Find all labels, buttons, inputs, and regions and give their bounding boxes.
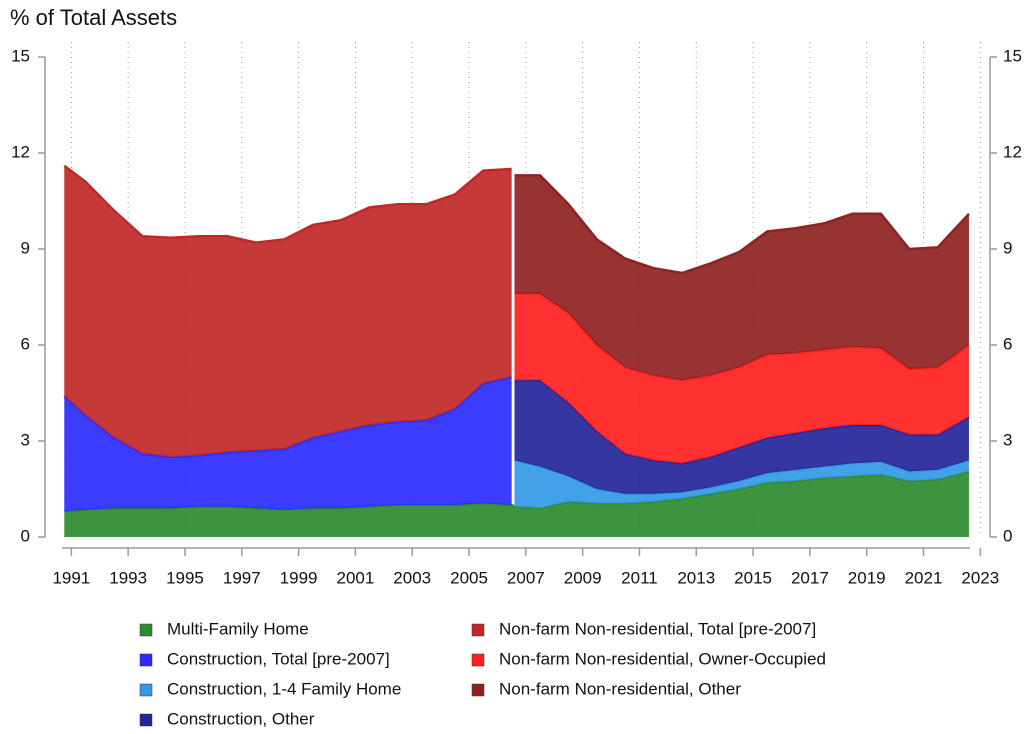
y-tick-label: 3 xyxy=(1003,430,1012,449)
x-tick-label: 1999 xyxy=(280,568,318,587)
x-tick-label: 2001 xyxy=(336,568,374,587)
area xyxy=(514,175,969,381)
legend-swatch xyxy=(471,623,485,637)
area xyxy=(64,377,512,512)
legend-label: Construction, Total [pre-2007] xyxy=(167,649,390,668)
area xyxy=(514,460,969,509)
y-tick-label: 12 xyxy=(1003,142,1022,161)
x-tick-label: 2003 xyxy=(393,568,431,587)
x-tick-label: 1997 xyxy=(223,568,261,587)
chart-title: % of Total Assets xyxy=(10,5,177,30)
x-tick-label: 1993 xyxy=(109,568,147,587)
legend-label: Non-farm Non-residential, Owner-Occupied xyxy=(499,649,826,668)
x-tick-label: 2007 xyxy=(507,568,545,587)
y-tick-label: 15 xyxy=(11,46,30,65)
x-tick-label: 2017 xyxy=(791,568,829,587)
y-tick-label: 15 xyxy=(1003,46,1022,65)
legend-label: Non-farm Non-residential, Total [pre-200… xyxy=(499,619,816,638)
area xyxy=(514,293,969,464)
legend-label: Construction, 1-4 Family Home xyxy=(167,679,401,698)
legend-swatch xyxy=(139,713,153,727)
y-tick-label: 6 xyxy=(21,334,30,353)
x-tick-label: 2011 xyxy=(621,568,658,587)
x-tick-label: 2009 xyxy=(564,568,602,587)
x-tick-label: 2005 xyxy=(450,568,488,587)
legend-label: Multi-Family Home xyxy=(167,619,309,638)
y-tick-label: 0 xyxy=(21,526,30,545)
y-tick-label: 3 xyxy=(21,430,30,449)
y-tick-label: 0 xyxy=(1003,526,1012,545)
x-tick-label: 2019 xyxy=(848,568,886,587)
area-edge xyxy=(514,174,970,275)
area xyxy=(514,380,969,494)
x-tick-label: 2023 xyxy=(961,568,999,587)
legend-label: Construction, Other xyxy=(167,709,315,728)
legend-swatch xyxy=(139,623,153,637)
legend-label: Non-farm Non-residential, Other xyxy=(499,679,741,698)
legend-swatch xyxy=(471,683,485,697)
x-tick-label: 1991 xyxy=(52,568,90,587)
area xyxy=(64,471,969,537)
area-edge xyxy=(63,164,512,244)
x-tick-label: 1995 xyxy=(166,568,204,587)
x-tick-label: 2013 xyxy=(677,568,715,587)
x-tick-label: 2021 xyxy=(905,568,943,587)
y-tick-label: 12 xyxy=(11,142,30,161)
legend-swatch xyxy=(471,653,485,667)
x-tick-label: 2015 xyxy=(734,568,772,587)
y-tick-label: 9 xyxy=(21,238,30,257)
legend-swatch xyxy=(139,683,153,697)
y-tick-label: 9 xyxy=(1003,238,1012,257)
legend-swatch xyxy=(139,653,153,667)
y-tick-label: 6 xyxy=(1003,334,1012,353)
